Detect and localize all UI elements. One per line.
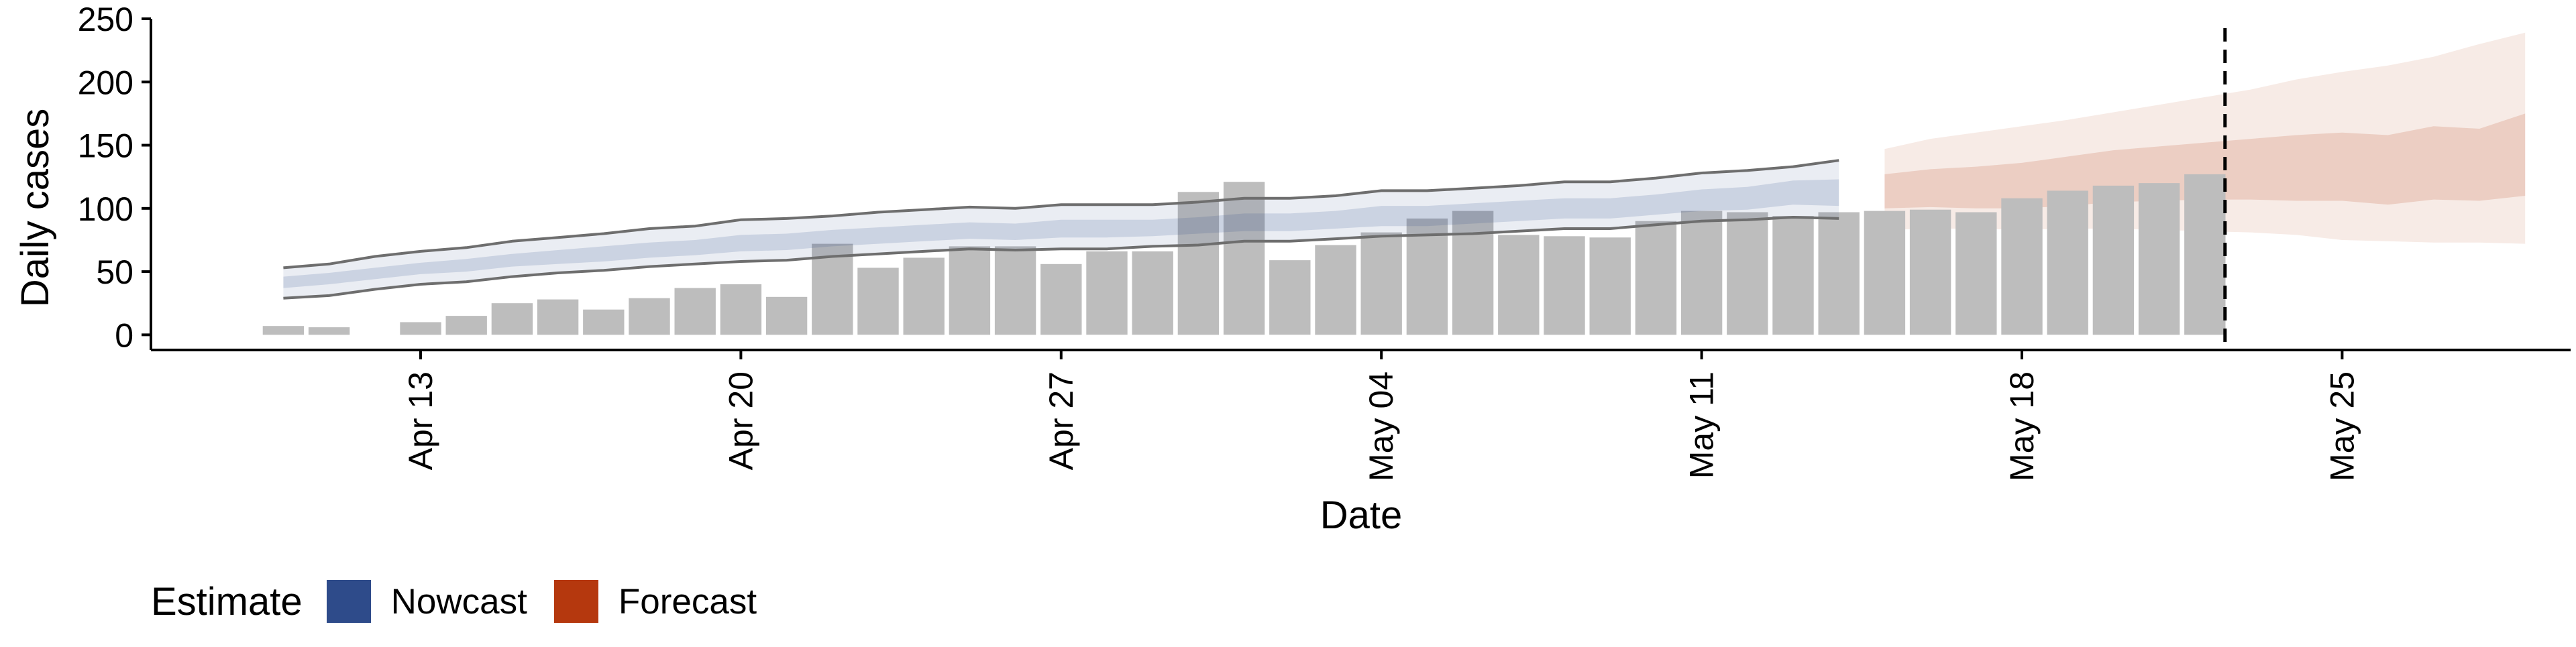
bar-2020-04-23 [857, 268, 899, 335]
bar-2020-04-14 [445, 316, 487, 335]
nowcast-lower-line [283, 215, 1839, 300]
legend-title: Estimate [151, 579, 303, 624]
legend-label-forecast: Forecast [618, 581, 757, 622]
x-tick-label-2020-05-18: May 18 [2003, 371, 2041, 481]
bar-2020-04-15 [491, 303, 533, 335]
x-tick-label-2020-04-13: Apr 13 [402, 371, 439, 470]
nowcast-90-band [283, 160, 1839, 298]
bar-2020-04-30 [1177, 192, 1220, 335]
bar-2020-05-07 [1498, 235, 1540, 335]
bar-2020-04-25 [949, 246, 991, 335]
y-tick-label-250: 250 [78, 1, 133, 38]
bar-2020-04-16 [537, 299, 579, 335]
nowcast-layer [283, 159, 1839, 300]
bar-2020-05-10 [1635, 221, 1677, 335]
legend-label-nowcast: Nowcast [390, 581, 527, 622]
bar-2020-05-01 [1223, 182, 1265, 335]
y-tick-label-150: 150 [78, 127, 133, 165]
bar-2020-05-17 [1955, 212, 1997, 335]
bar-2020-04-24 [903, 257, 945, 335]
nowcast-upper-line [283, 159, 1839, 270]
y-tick-label-0: 0 [115, 316, 133, 354]
x-tick-label-2020-05-25: May 25 [2323, 371, 2361, 481]
legend-item-nowcast: Nowcast [326, 580, 527, 623]
bar-2020-05-13 [1772, 216, 1814, 335]
bar-2020-05-18 [2001, 198, 2043, 335]
bar-2020-05-08 [1544, 236, 1585, 335]
bar-2020-05-22 [2184, 174, 2226, 335]
y-axis-title: Daily cases [13, 109, 57, 308]
bar-2020-04-18 [629, 298, 670, 335]
bar-2020-04-13 [400, 322, 441, 335]
legend-item-forecast: Forecast [553, 580, 757, 623]
bar-2020-05-19 [2047, 190, 2088, 335]
forecast-50-band [1884, 113, 2526, 209]
axes-layer: 0 50 100 150 200 250 Apr 13 Apr 20 Apr 27 May 04 M… [78, 1, 2571, 481]
bar-2020-04-10 [262, 326, 305, 335]
bar-2020-05-12 [1727, 212, 1768, 335]
bar-2020-05-02 [1269, 260, 1311, 335]
bar-2020-04-27 [1040, 263, 1082, 335]
forecast-90-band [1884, 32, 2526, 244]
x-tick-label-2020-04-20: Apr 20 [722, 371, 759, 470]
bar-2020-04-26 [994, 246, 1036, 335]
y-tick-label-50: 50 [96, 253, 133, 291]
bar-2020-05-21 [2138, 183, 2180, 335]
legend-key-nowcast [326, 580, 371, 623]
x-axis-title: Date [1320, 493, 1403, 537]
bar-2020-05-15 [1864, 211, 1906, 335]
bar-2020-05-05 [1406, 218, 1448, 335]
bar-2020-05-20 [2092, 185, 2135, 335]
forecast-layer [1884, 32, 2526, 244]
bar-2020-05-03 [1315, 245, 1356, 335]
legend-key-forecast [553, 580, 598, 623]
y-tick-label-100: 100 [78, 190, 133, 228]
bar-2020-04-28 [1086, 251, 1128, 335]
y-tick-label-200: 200 [78, 64, 133, 101]
legend: Estimate Nowcast Forecast [151, 578, 784, 625]
bar-2020-04-17 [583, 309, 625, 335]
bar-2020-04-21 [765, 296, 808, 335]
nowcast-50-band [283, 179, 1839, 288]
bar-2020-05-04 [1360, 232, 1402, 335]
x-tick-label-2020-04-27: Apr 27 [1042, 371, 1080, 470]
bar-2020-05-14 [1818, 212, 1860, 335]
bar-2020-05-16 [1909, 209, 1951, 335]
bar-2020-05-11 [1680, 211, 1723, 335]
bar-2020-05-09 [1589, 237, 1631, 335]
bar-2020-04-20 [720, 284, 762, 335]
x-tick-label-2020-05-04: May 04 [1362, 371, 1400, 481]
bar-2020-04-19 [674, 288, 716, 335]
bar-2020-04-22 [812, 243, 853, 335]
bar-2020-04-29 [1132, 251, 1173, 335]
x-tick-label-2020-05-11: May 11 [1683, 371, 1721, 479]
bar-2020-04-11 [308, 327, 350, 335]
